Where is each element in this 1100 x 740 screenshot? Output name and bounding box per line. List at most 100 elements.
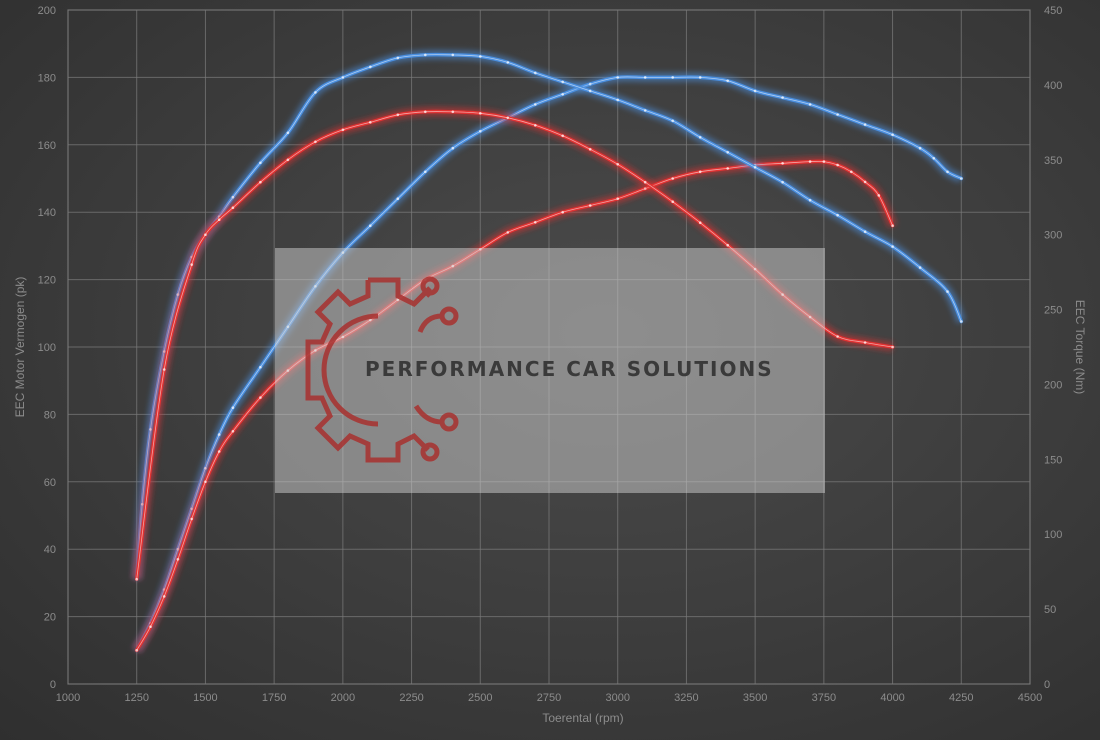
series-point	[479, 130, 482, 133]
y-left-tick-label: 140	[38, 207, 56, 219]
series-point	[616, 98, 619, 102]
series-point	[369, 121, 372, 124]
series-point	[836, 335, 839, 338]
series-point	[506, 61, 510, 64]
series-point	[396, 56, 400, 60]
series-point	[204, 480, 207, 484]
series-point	[506, 231, 510, 234]
series-point	[190, 263, 193, 266]
series-point	[726, 151, 729, 154]
series-point	[190, 517, 193, 521]
y-right-tick-label: 400	[1044, 80, 1062, 92]
series-point	[534, 221, 537, 224]
series-point	[753, 89, 757, 93]
x-tick-label: 1500	[193, 692, 217, 704]
series-point	[424, 53, 427, 57]
series-point	[946, 290, 949, 293]
y-right-axis-title: EEC Torque (Nm)	[1073, 300, 1087, 394]
series-point	[369, 65, 372, 69]
series-point	[314, 91, 317, 94]
y-right-tick-label: 300	[1044, 230, 1062, 242]
series-point	[286, 131, 290, 135]
series-point	[877, 194, 881, 197]
series-point	[588, 89, 592, 93]
y-left-axis-title: EEC Motor Vermogen (pk)	[13, 277, 27, 418]
y-left-tick-label: 180	[38, 72, 56, 84]
series-point	[561, 93, 564, 96]
y-left-tick-label: 100	[38, 342, 56, 354]
series-point	[561, 210, 564, 214]
series-point	[891, 133, 894, 136]
series-point	[960, 177, 963, 180]
x-tick-label: 4250	[949, 692, 973, 704]
series-point	[259, 161, 262, 165]
series-point	[588, 82, 592, 86]
series-0-left	[132, 72, 964, 653]
series-point	[946, 170, 949, 174]
series-point	[534, 124, 537, 127]
series-point	[231, 206, 235, 209]
x-tick-label: 3000	[605, 692, 629, 704]
series-point	[341, 76, 345, 79]
series-point	[451, 146, 455, 150]
series-point	[836, 213, 839, 217]
series-point	[643, 180, 647, 184]
series-point	[671, 76, 674, 79]
series-point	[561, 80, 564, 84]
series-point	[451, 53, 455, 57]
series-point	[726, 79, 729, 83]
series-point	[588, 204, 592, 207]
series-point	[588, 148, 592, 151]
series-point	[698, 170, 702, 174]
series-point	[891, 345, 894, 349]
series-point	[891, 224, 894, 227]
y-left-tick-label: 200	[38, 5, 56, 17]
series-point	[451, 110, 455, 114]
series-point	[781, 180, 784, 184]
series-point	[231, 406, 235, 410]
watermark: PERFORMANCE CAR SOLUTIONS	[275, 248, 825, 493]
series-point	[960, 320, 963, 323]
series-point	[781, 96, 784, 99]
series-point	[808, 160, 812, 163]
series-point	[259, 396, 262, 399]
series-point	[506, 116, 510, 120]
watermark-text: PERFORMANCE CAR SOLUTIONS	[365, 357, 774, 381]
x-tick-label: 3750	[812, 692, 836, 704]
x-tick-label: 3500	[743, 692, 767, 704]
series-point	[891, 245, 894, 248]
series-point	[781, 162, 784, 165]
series-point	[698, 76, 702, 79]
series-point	[863, 230, 867, 233]
series-point	[479, 55, 482, 58]
series-point	[231, 195, 235, 199]
y-right-tick-label: 150	[1044, 454, 1062, 466]
series-point	[863, 123, 867, 126]
series-point	[918, 146, 922, 150]
series-point	[286, 158, 290, 162]
y-right-tick-label: 450	[1044, 5, 1062, 17]
series-point	[753, 166, 757, 169]
series-point	[424, 170, 427, 174]
x-tick-label: 2250	[399, 692, 423, 704]
y-right-tick-label: 100	[1044, 529, 1062, 541]
series-point	[534, 71, 537, 75]
y-right-tick-label: 250	[1044, 305, 1062, 317]
series-point	[836, 113, 839, 116]
series-point	[616, 76, 619, 79]
series-point	[863, 341, 867, 344]
x-tick-label: 2750	[537, 692, 561, 704]
series-point	[616, 163, 619, 166]
series-point	[424, 110, 427, 114]
series-point	[204, 233, 207, 236]
series-point	[671, 119, 674, 123]
series-point	[176, 558, 180, 561]
axes: 1000 1250 1500 1750 2000 2250 2500 2750 3000 3250…	[13, 5, 1087, 725]
x-tick-label: 2500	[468, 692, 492, 704]
series-point	[162, 368, 166, 371]
series-point	[822, 160, 826, 163]
series-point	[217, 433, 221, 436]
series-point	[396, 197, 400, 200]
series-point	[726, 167, 729, 170]
